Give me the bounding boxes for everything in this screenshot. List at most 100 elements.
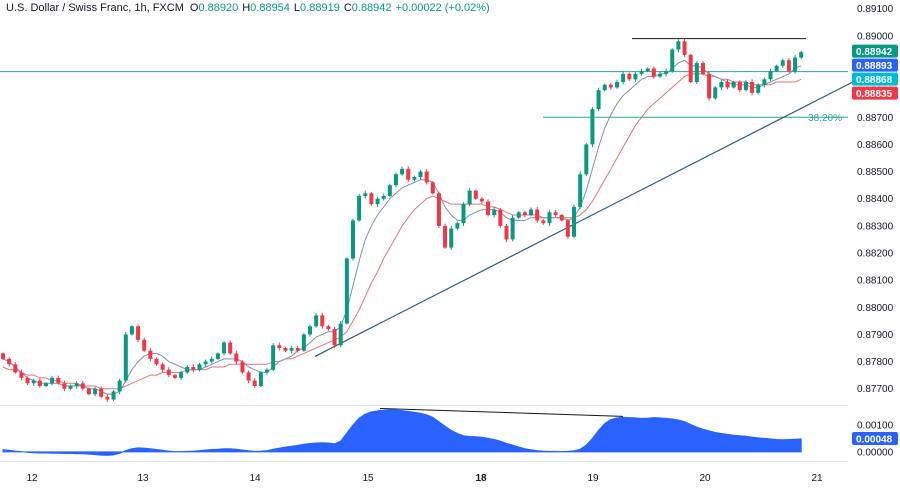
x-tick-label: 12 bbox=[26, 473, 38, 484]
y-tick-label: 0.88100 bbox=[857, 276, 894, 287]
candle-body bbox=[479, 198, 484, 202]
price-tag-bg bbox=[852, 44, 898, 58]
candle-body bbox=[93, 388, 98, 395]
y-tick-label: 0.88000 bbox=[857, 303, 894, 314]
candle-body bbox=[725, 82, 730, 88]
candle-body bbox=[393, 174, 398, 186]
candle-body bbox=[406, 168, 411, 180]
candle-body bbox=[105, 396, 110, 400]
y-tick-label: 0.88300 bbox=[857, 221, 894, 232]
candle-body bbox=[375, 198, 380, 205]
y-tick-label: 0.87700 bbox=[857, 384, 894, 395]
candle-body bbox=[338, 323, 343, 346]
candle-body bbox=[400, 168, 405, 175]
candle-body bbox=[172, 375, 177, 378]
candle-body bbox=[283, 348, 288, 351]
candle-body bbox=[799, 52, 804, 58]
candle-body bbox=[443, 225, 448, 248]
candle-body bbox=[498, 209, 503, 226]
candle-body bbox=[209, 358, 214, 362]
candle-body bbox=[99, 388, 104, 397]
candle-body bbox=[179, 372, 184, 378]
candle-body bbox=[203, 361, 208, 365]
fib-38-label: 38.20% bbox=[808, 113, 842, 124]
candle-body bbox=[117, 380, 122, 392]
candle-body bbox=[314, 315, 319, 327]
candle-body bbox=[62, 383, 67, 389]
candle-body bbox=[694, 63, 699, 82]
legend-high-value: 0.88954 bbox=[250, 2, 290, 14]
candle-body bbox=[676, 41, 681, 50]
candle-body bbox=[129, 326, 134, 335]
x-tick-label: 14 bbox=[249, 473, 261, 484]
candle-body bbox=[50, 377, 55, 384]
candle-body bbox=[277, 345, 282, 348]
candle-body bbox=[363, 193, 368, 196]
candle-body bbox=[719, 82, 724, 88]
x-tick-label: 18 bbox=[475, 473, 487, 484]
candle-body bbox=[602, 84, 607, 91]
legend-open-label: O bbox=[189, 2, 199, 14]
candle-body bbox=[56, 377, 61, 384]
ascending-trendline bbox=[314, 79, 857, 357]
legend-low-label: L bbox=[293, 2, 301, 14]
candle-body bbox=[621, 73, 626, 82]
y-tick-label: 0.89100 bbox=[857, 4, 894, 15]
candle-body bbox=[639, 71, 644, 74]
legend-close-label: C bbox=[343, 2, 352, 14]
y-tick-label: 0.88400 bbox=[857, 194, 894, 205]
candle-body bbox=[240, 361, 245, 373]
candle-body bbox=[357, 196, 362, 221]
candle-body bbox=[682, 41, 687, 55]
candle-body bbox=[529, 209, 534, 215]
candle-body bbox=[7, 358, 12, 365]
candle-body bbox=[37, 380, 42, 386]
candle-body bbox=[786, 60, 791, 72]
sma-fast-line bbox=[2, 59, 802, 395]
candle-body bbox=[160, 364, 165, 370]
candle-body bbox=[74, 383, 79, 386]
candle-body bbox=[455, 223, 460, 229]
candle-body bbox=[584, 144, 589, 175]
candle-body bbox=[590, 109, 595, 145]
price-tag: 0.88893 bbox=[856, 61, 893, 72]
candle-body bbox=[657, 73, 662, 77]
candle-body bbox=[535, 209, 540, 221]
candle-body bbox=[492, 209, 497, 215]
candle-body bbox=[344, 258, 349, 324]
candle-body bbox=[664, 71, 669, 74]
candle-body bbox=[737, 82, 742, 91]
x-tick-label: 13 bbox=[137, 473, 149, 484]
legend-change: +0.00022 (+0.02%) bbox=[395, 2, 490, 14]
candle-body bbox=[222, 342, 227, 354]
candle-body bbox=[252, 380, 257, 386]
candle-body bbox=[320, 315, 325, 327]
candle-body bbox=[596, 90, 601, 110]
candle-body bbox=[142, 339, 147, 351]
legend-low-value: 0.88919 bbox=[300, 2, 340, 14]
candle-body bbox=[326, 326, 331, 329]
candle-body bbox=[350, 220, 355, 259]
candle-body bbox=[265, 369, 270, 373]
candle-body bbox=[234, 353, 239, 362]
price-tag-bg bbox=[852, 86, 898, 100]
y-tick-label: 0.87900 bbox=[857, 330, 894, 341]
chart-legend: U.S. Dollar / Swiss Franc, 1h, FXCM O0.88… bbox=[6, 1, 494, 15]
y-tick-label: 0.88500 bbox=[857, 167, 894, 178]
y-tick-label: 0.87800 bbox=[857, 357, 894, 368]
sma-slow-line bbox=[2, 73, 802, 390]
candle-body bbox=[43, 383, 48, 386]
candle-body bbox=[430, 182, 435, 194]
candle-body bbox=[522, 212, 527, 215]
candle-body bbox=[246, 372, 251, 381]
candle-body bbox=[510, 217, 515, 240]
y-tick-label: 0.88600 bbox=[857, 140, 894, 151]
candle-body bbox=[136, 326, 141, 340]
legend-close-value: 0.88942 bbox=[351, 2, 392, 14]
candle-body bbox=[31, 380, 36, 384]
candle-body bbox=[713, 87, 718, 99]
candle-body bbox=[707, 73, 712, 99]
candle-body bbox=[578, 174, 583, 207]
candle-body bbox=[86, 388, 91, 395]
